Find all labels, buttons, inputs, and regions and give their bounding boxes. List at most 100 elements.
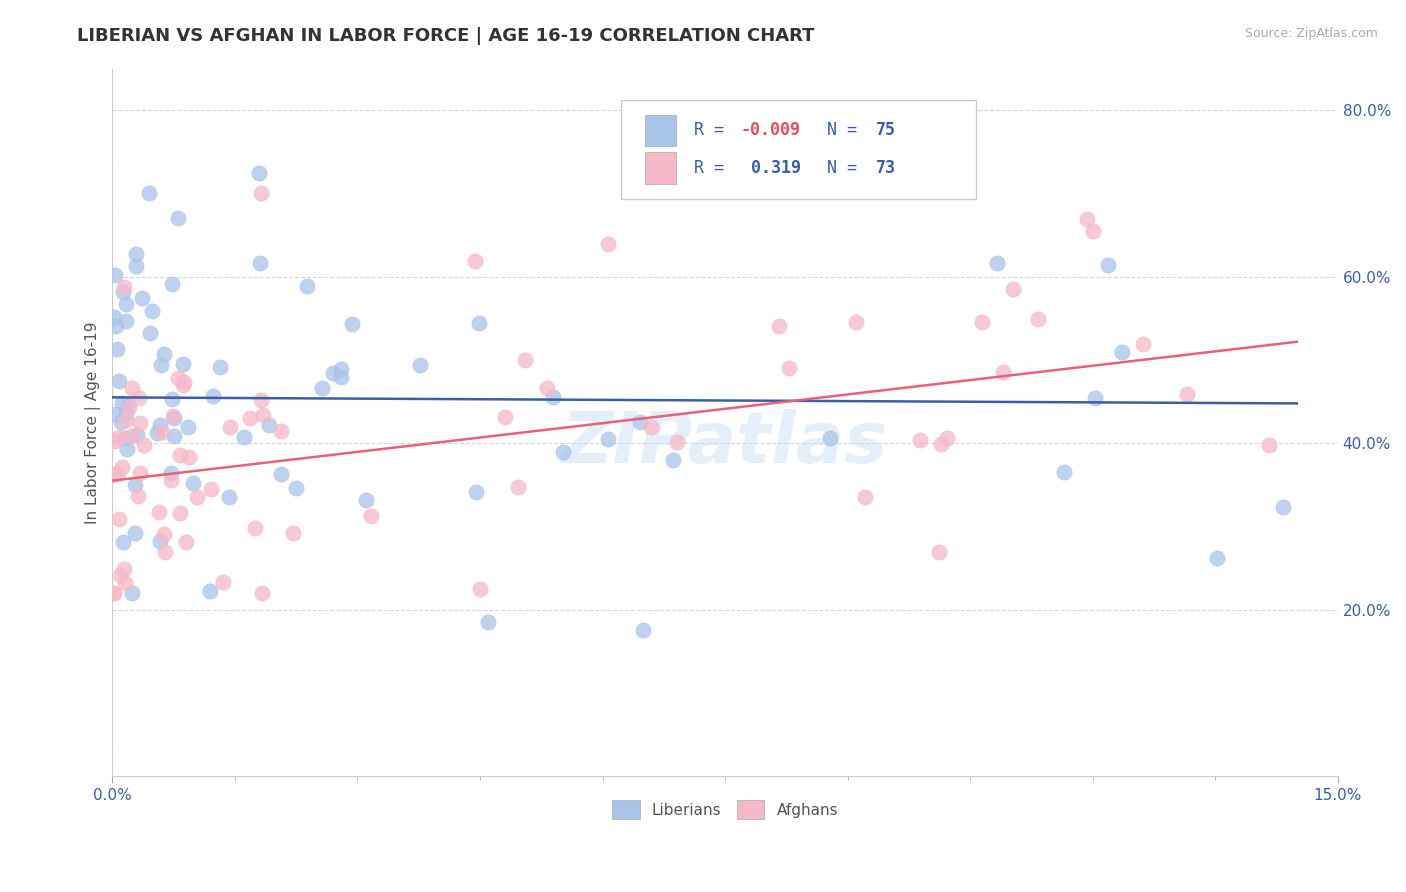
Point: [908, 434, 931, 448]
Text: -0.009: -0.009: [741, 121, 801, 139]
Point: [232, 430, 254, 444]
Point: [121, 586, 143, 600]
Point: [115, 442, 138, 456]
Point: [146, 425, 169, 440]
Text: N =: N =: [827, 121, 866, 139]
Point: [111, 396, 134, 410]
Point: [1002, 282, 1025, 296]
Point: [845, 316, 868, 330]
Point: [128, 466, 150, 480]
Point: [666, 435, 689, 450]
Point: [1175, 387, 1198, 401]
Point: [138, 186, 160, 201]
Point: [243, 521, 266, 535]
Point: [1258, 438, 1281, 452]
Point: [108, 512, 131, 526]
Point: [1026, 312, 1049, 326]
Point: [250, 586, 273, 600]
Point: [936, 431, 959, 445]
Point: [114, 431, 136, 445]
Point: [1206, 550, 1229, 565]
Point: [252, 409, 274, 423]
Point: [114, 297, 136, 311]
Point: [107, 466, 129, 480]
Point: [928, 545, 950, 559]
Point: [115, 412, 138, 426]
Y-axis label: In Labor Force | Age 16-19: In Labor Force | Age 16-19: [86, 321, 101, 524]
Point: [259, 418, 281, 433]
Point: [166, 211, 188, 226]
Text: LIBERIAN VS AFGHAN IN LABOR FORCE | AGE 16-19 CORRELATION CHART: LIBERIAN VS AFGHAN IN LABOR FORCE | AGE …: [77, 27, 815, 45]
Point: [931, 437, 953, 451]
Point: [1111, 344, 1133, 359]
Point: [162, 409, 184, 424]
Point: [181, 476, 204, 491]
Point: [114, 314, 136, 328]
Point: [124, 478, 146, 492]
Point: [101, 586, 124, 600]
Point: [162, 410, 184, 425]
Point: [991, 366, 1014, 380]
Point: [477, 615, 499, 629]
Point: [201, 388, 224, 402]
Point: [160, 392, 183, 406]
Point: [117, 398, 139, 412]
Point: [249, 165, 271, 179]
Point: [249, 256, 271, 270]
Text: 73: 73: [876, 159, 896, 177]
Point: [112, 534, 135, 549]
Point: [329, 369, 352, 384]
Point: [853, 491, 876, 505]
Point: [218, 490, 240, 504]
Point: [340, 317, 363, 331]
Point: [1076, 212, 1098, 227]
Point: [103, 586, 125, 600]
Point: [270, 467, 292, 482]
Text: 75: 75: [876, 121, 896, 139]
Point: [198, 584, 221, 599]
Point: [105, 408, 128, 422]
Point: [354, 493, 377, 508]
Point: [104, 434, 127, 448]
Point: [1272, 500, 1295, 515]
Point: [295, 279, 318, 293]
Point: [1084, 391, 1107, 405]
Point: [114, 406, 136, 420]
Point: [148, 505, 170, 519]
Point: [112, 285, 135, 299]
Point: [103, 310, 125, 325]
Point: [125, 259, 148, 273]
Point: [159, 473, 181, 487]
Point: [131, 291, 153, 305]
Point: [464, 254, 486, 268]
Point: [596, 432, 619, 446]
Point: [179, 450, 201, 465]
Point: [494, 409, 516, 424]
Point: [468, 582, 491, 596]
Point: [128, 391, 150, 405]
Point: [238, 410, 260, 425]
Point: [186, 490, 208, 504]
Point: [125, 247, 148, 261]
Point: [114, 575, 136, 590]
Point: [281, 526, 304, 541]
Point: [1081, 224, 1104, 238]
Point: [640, 420, 662, 434]
Point: [162, 277, 184, 292]
Point: [105, 343, 128, 357]
Point: [513, 353, 536, 368]
Point: [163, 428, 186, 442]
Point: [112, 279, 135, 293]
Point: [661, 453, 683, 467]
Point: [200, 482, 222, 496]
Text: Source: ZipAtlas.com: Source: ZipAtlas.com: [1244, 27, 1378, 40]
Point: [118, 401, 141, 415]
Point: [250, 392, 273, 407]
FancyBboxPatch shape: [645, 114, 676, 146]
Point: [464, 485, 486, 500]
Point: [112, 562, 135, 576]
Point: [129, 416, 152, 430]
Point: [467, 316, 489, 330]
Point: [633, 624, 655, 638]
Point: [536, 381, 558, 395]
